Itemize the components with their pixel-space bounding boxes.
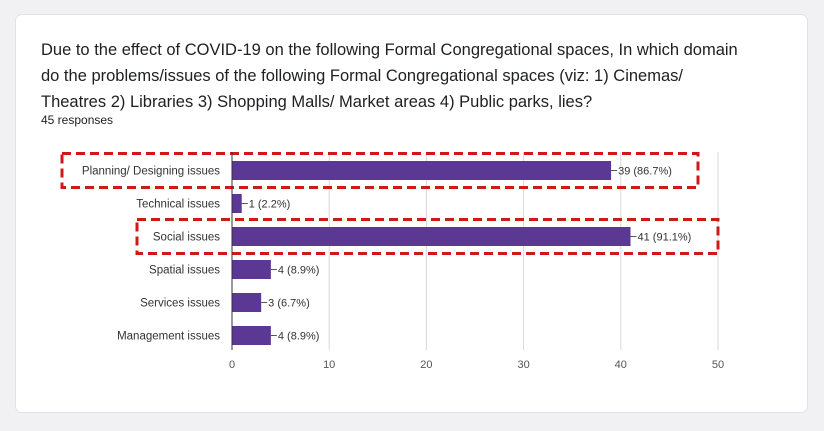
bar: [232, 194, 242, 213]
x-tick-label: 30: [517, 359, 529, 371]
x-tick-label: 0: [229, 359, 235, 371]
value-label: 39 (86.7%): [618, 166, 672, 178]
bar: [232, 260, 271, 279]
bar: [232, 293, 262, 312]
x-tick-label: 50: [712, 359, 724, 371]
category-label: Management issues: [117, 331, 220, 343]
question-title: Due to the effect of COVID-19 on the fol…: [41, 41, 738, 111]
value-label: 4 (8.9%): [278, 265, 320, 277]
value-label: 4 (8.9%): [278, 331, 320, 343]
highlight-boxes: [60, 152, 720, 255]
x-tick-labels: 0 10 20 30 40 50: [229, 359, 724, 371]
highlight-box: [60, 152, 700, 189]
category-label: Social issues: [153, 232, 220, 244]
bar: [232, 227, 631, 246]
x-tick-label: 40: [615, 359, 627, 371]
chart-bars: [232, 161, 631, 345]
bar: [232, 326, 271, 345]
x-tick-label: 20: [420, 359, 432, 371]
highlight-box: [135, 218, 720, 255]
value-labels: 39 (86.7%) 1 (2.2%) 41 (91.1%) 4 (8.9%) 3 (6…: [249, 166, 692, 343]
value-label: 3 (6.7%): [268, 298, 310, 310]
category-labels: Planning/ Designing issues Technical issu…: [82, 166, 220, 343]
response-card: [16, 15, 807, 412]
response-count: 45 responses: [41, 113, 114, 127]
bar: [232, 161, 612, 180]
category-label: Planning/ Designing issues: [82, 166, 220, 178]
label-connectors: [241, 170, 637, 336]
category-label: Spatial issues: [149, 265, 220, 277]
category-label: Services issues: [140, 298, 220, 310]
x-tick-label: 10: [323, 359, 335, 371]
value-label: 1 (2.2%): [249, 199, 291, 211]
chart-grid: [328, 152, 719, 350]
category-label: Technical issues: [136, 199, 220, 211]
value-label: 41 (91.1%): [638, 232, 692, 244]
